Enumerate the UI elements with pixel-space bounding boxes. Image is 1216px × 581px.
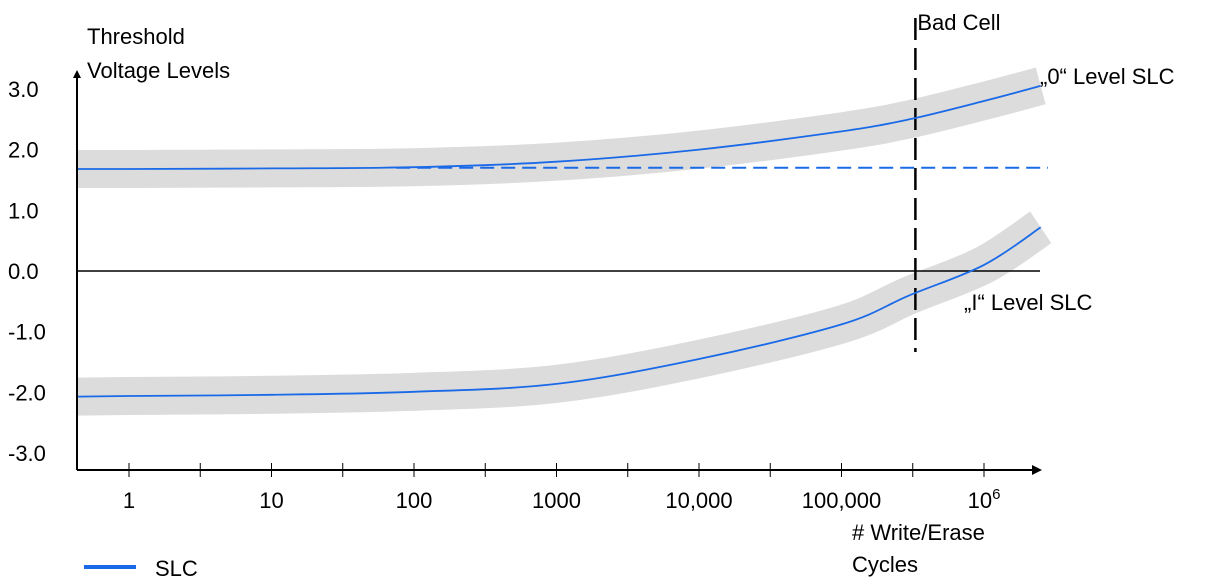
x-tick-label-4: 10,000 (665, 488, 732, 513)
confidence-bands (76, 67, 1052, 416)
x-axis-title-line-1: # Write/Erase (852, 520, 985, 545)
y-tick-label-0: 3.0 (8, 77, 39, 102)
series-band-1 (76, 211, 1052, 416)
y-axis-title-line-2: Voltage Levels (87, 58, 230, 83)
y-tick-label-6: -3.0 (8, 441, 46, 466)
x-tick-label-3: 1000 (532, 488, 581, 513)
bad-cell-label: Bad Cell (917, 10, 1000, 35)
y-tick-label-4: -1.0 (8, 320, 46, 345)
series-band-0 (76, 67, 1046, 189)
y-tick-label-5: -2.0 (8, 380, 46, 405)
y-axis-arrow (73, 70, 81, 78)
x-axis-title-line-2: Cycles (852, 552, 918, 577)
x-tick-label-5: 100,000 (802, 488, 882, 513)
x-tick-label-1: 10 (259, 488, 283, 513)
series-line-0 (76, 85, 1041, 170)
series-line-1 (76, 226, 1042, 398)
reference-lines (77, 18, 1048, 352)
series-label-1: „I“ Level SLC (964, 290, 1092, 315)
labels: Bad Cell 1 10 100 1000 10,000 100,000 106 3.0 2.0… (8, 10, 1175, 581)
y-tick-label-1: 2.0 (8, 138, 39, 163)
series-label-0: „0“ Level SLC (1040, 64, 1175, 89)
x-tick-label-0: 1 (123, 488, 135, 513)
x-tick-label-2: 100 (396, 488, 433, 513)
y-tick-label-3: 0.0 (8, 259, 39, 284)
x-tick-label-6: 106 (968, 486, 1001, 513)
x-axis-arrow (1032, 465, 1042, 475)
axes (73, 70, 1042, 477)
y-tick-label-2: 1.0 (8, 198, 39, 223)
legend-label: SLC (155, 556, 198, 581)
series-lines (76, 85, 1042, 398)
y-axis-title-line-1: Threshold (87, 24, 185, 49)
